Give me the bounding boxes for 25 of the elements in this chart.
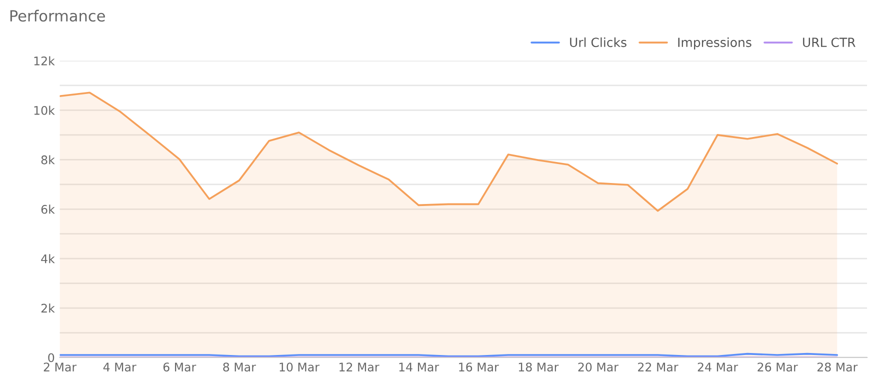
x-tick-label: 10 Mar	[280, 362, 320, 372]
x-tick-label: 6 Mar	[163, 362, 196, 372]
y-tick-label: 2k	[41, 304, 55, 313]
x-tick-label: 16 Mar	[459, 362, 499, 372]
x-tick-label: 8 Mar	[223, 362, 256, 372]
y-tick-label: 4k	[41, 254, 55, 264]
y-tick-label: 10k	[34, 106, 55, 115]
x-tick-label: 4 Mar	[103, 362, 136, 372]
x-tick-label: 14 Mar	[399, 362, 440, 372]
x-tick-label: 12 Mar	[340, 362, 380, 372]
x-tick-label: 24 Mar	[698, 362, 738, 372]
x-tick-label: 28 Mar	[817, 362, 858, 372]
y-tick-label: 8k	[41, 155, 55, 164]
x-tick-label: 20 Mar	[578, 362, 618, 372]
y-tick-label: 12k	[34, 56, 55, 66]
legend-label: Url Clicks	[570, 37, 626, 48]
chart-title: Performance	[10, 10, 105, 22]
legend-label: URL CTR	[803, 38, 856, 48]
y-tick-label: 0	[48, 353, 54, 362]
x-tick-label: 2 Mar	[44, 362, 77, 372]
x-tick-label: 18 Mar	[518, 362, 559, 372]
x-tick-label: 26 Mar	[758, 362, 798, 372]
x-tick-label: 22 Mar	[638, 362, 678, 372]
y-tick-label: 6k	[41, 204, 55, 214]
legend-label: Impressions	[678, 37, 752, 50]
